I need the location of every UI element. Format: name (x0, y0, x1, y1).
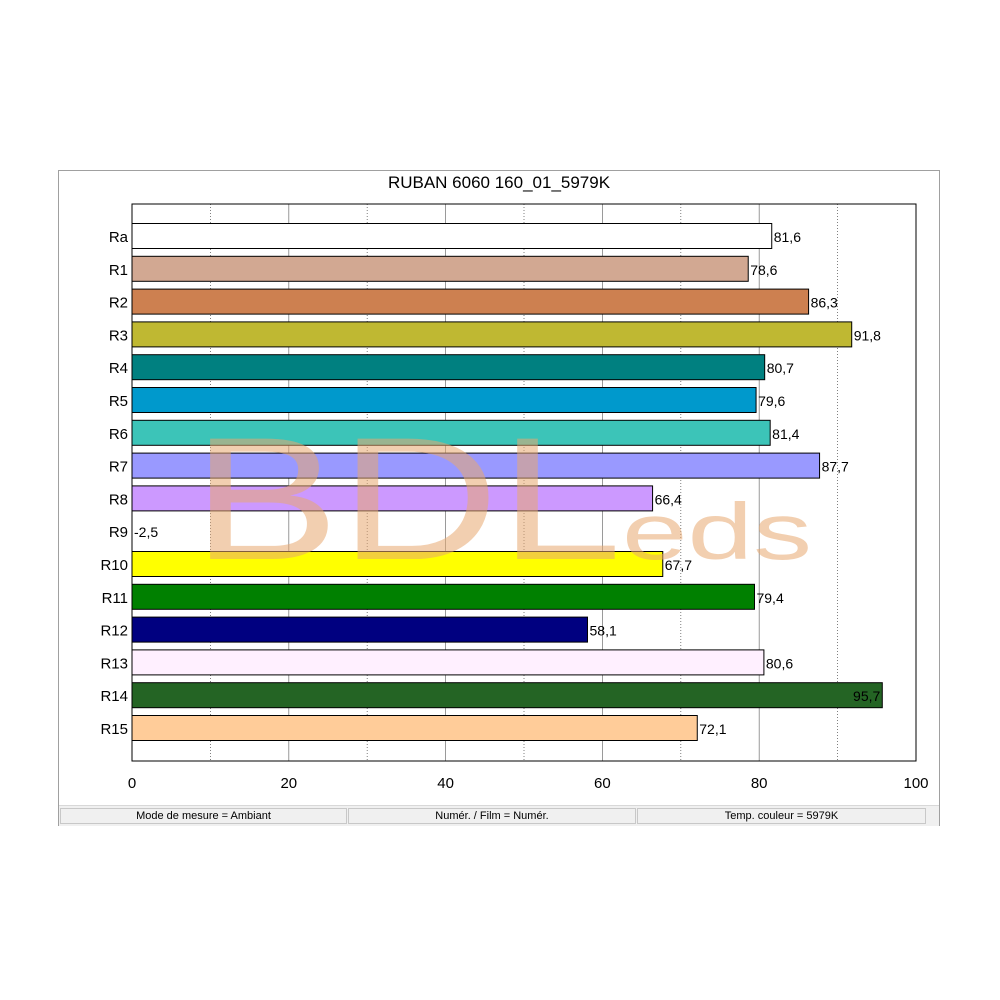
category-label: R1 (109, 262, 128, 279)
bar (131, 682, 883, 709)
status-measure-mode: Mode de mesure = Ambiant (60, 808, 347, 824)
bar (131, 551, 664, 577)
value-label: 79,6 (758, 393, 785, 409)
value-label: 86,3 (811, 295, 838, 311)
value-label: 58,1 (590, 623, 617, 639)
x-tick-label: 0 (128, 775, 136, 792)
value-label: 80,7 (767, 360, 794, 376)
value-label: -2,5 (134, 524, 158, 540)
category-label: R8 (109, 491, 128, 508)
category-label: R14 (100, 688, 128, 705)
status-color-temp: Temp. couleur = 5979K (637, 808, 926, 824)
bar (131, 223, 773, 249)
bar (131, 583, 755, 610)
category-label: R7 (109, 459, 128, 476)
plot-area (132, 204, 916, 761)
status-bar: Mode de mesure = Ambiant Numér. / Film =… (59, 805, 939, 826)
category-label: R4 (109, 360, 128, 377)
bar-chart: Ra 81,6 R1 78,6 R2 86,3 R3 91,8 R4 80,7 R5 79,6 R6 81… (100, 203, 929, 792)
bar (131, 616, 589, 643)
status-film-mode: Numér. / Film = Numér. (348, 808, 636, 824)
x-tick-label: 40 (437, 775, 454, 792)
bar (131, 419, 771, 446)
value-label: 87,7 (822, 459, 849, 475)
value-label: 78,6 (750, 262, 777, 278)
bar (131, 321, 853, 348)
value-label: 72,1 (699, 721, 726, 737)
x-tick-label: 100 (903, 775, 928, 792)
chart-window: RUBAN 6060 160_01_5979K Ra 81,6 R1 78,6 R2 86… (58, 170, 940, 826)
category-label: Ra (109, 229, 129, 246)
x-tick-label: 20 (280, 775, 297, 792)
category-label: R2 (109, 295, 128, 312)
chart-title: RUBAN 6060 160_01_5979K (387, 173, 611, 192)
bar (131, 485, 654, 512)
category-label: R6 (109, 426, 128, 443)
bar (131, 452, 821, 479)
x-tick-label: 60 (594, 775, 611, 792)
bar (131, 387, 757, 413)
value-label: 79,4 (756, 590, 783, 606)
bar (131, 715, 698, 741)
value-label: 81,4 (772, 426, 799, 442)
bar (131, 288, 810, 315)
category-label: R5 (109, 393, 128, 410)
value-label: 81,6 (774, 229, 801, 245)
value-label: 91,8 (854, 327, 881, 343)
category-label: R3 (109, 327, 128, 344)
x-tick-label: 80 (751, 775, 768, 792)
bar (131, 255, 749, 282)
category-label: R12 (100, 623, 128, 640)
category-label: R9 (109, 524, 128, 541)
value-label: 67,7 (665, 557, 692, 573)
value-label: 95,7 (853, 688, 880, 704)
category-label: R13 (100, 655, 128, 672)
value-label: 66,4 (655, 491, 682, 507)
category-label: R10 (100, 557, 128, 574)
plot-frame (131, 203, 917, 762)
bar (131, 354, 766, 381)
category-label: R11 (102, 590, 128, 607)
value-label: 80,6 (766, 655, 793, 671)
bar (131, 649, 765, 676)
category-label: R15 (100, 721, 128, 738)
